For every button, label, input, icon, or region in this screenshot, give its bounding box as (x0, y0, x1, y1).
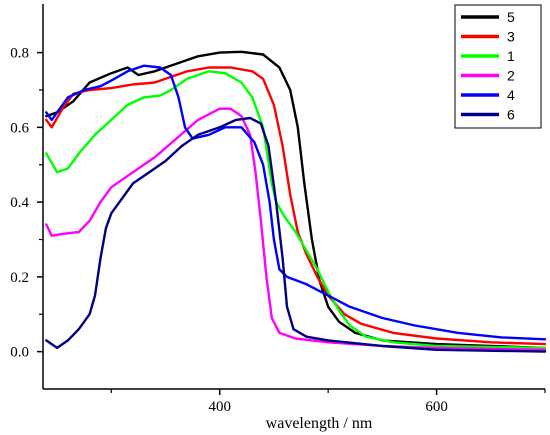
x-axis-title: wavelength / nm (266, 415, 373, 432)
legend-label-5: 5 (507, 9, 515, 25)
y-tick-label: 0.0 (10, 345, 29, 361)
legend-label-1: 1 (507, 48, 515, 64)
y-tick-label: 0.4 (10, 195, 29, 211)
legend-label-3: 3 (507, 29, 515, 45)
series-line-3 (45, 66, 547, 346)
y-tick-label: 0.2 (10, 270, 29, 286)
legend-label-4: 4 (507, 87, 515, 103)
x-tick-label: 400 (208, 399, 231, 415)
series-line-6 (45, 116, 547, 353)
series-line-2 (45, 107, 547, 351)
series-layer (45, 50, 547, 353)
y-tick-label: 0.8 (10, 46, 29, 62)
ticks-layer: 400 600 0.0 0.2 0.4 0.6 0.8 (10, 46, 546, 415)
legend-label-2: 2 (507, 68, 515, 84)
legend-box (454, 4, 542, 129)
y-tick-label: 0.6 (10, 120, 29, 136)
series-line-4 (45, 64, 547, 341)
legend: 5 3 1 2 4 6 (454, 4, 542, 129)
x-tick-label: 600 (425, 399, 448, 415)
axes-layer (42, 4, 545, 390)
legend-label-6: 6 (507, 107, 515, 123)
series-line-1 (45, 70, 547, 350)
series-line-5 (45, 50, 547, 350)
